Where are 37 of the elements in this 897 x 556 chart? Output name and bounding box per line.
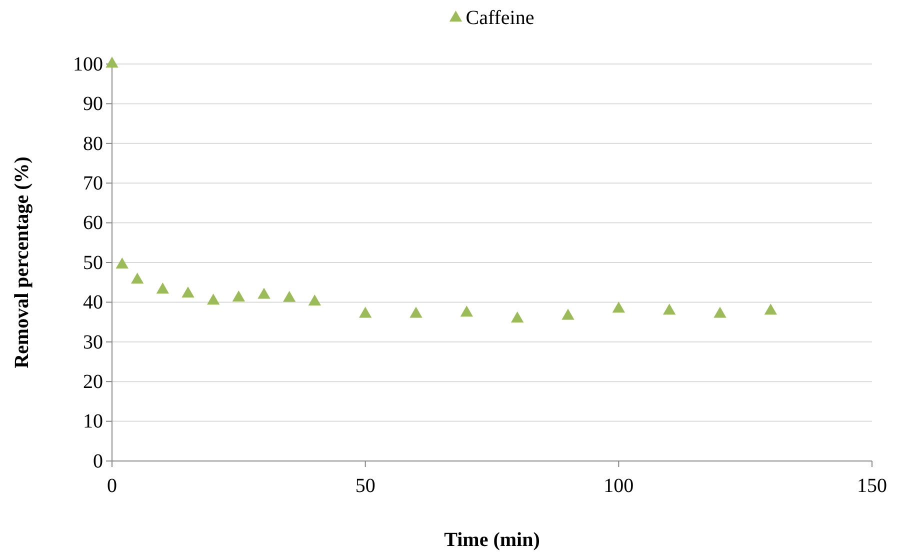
point: [116, 258, 128, 269]
y-tick-label: 30: [83, 331, 103, 354]
x-tick-label: 0: [107, 475, 117, 497]
point: [510, 312, 524, 323]
point: [358, 306, 372, 318]
legend-label: Caffeine: [466, 7, 534, 29]
point: [156, 282, 170, 294]
point: [714, 306, 726, 318]
y-axis-title: Removal percentage (%): [11, 156, 33, 368]
point: [182, 286, 194, 298]
point: [460, 306, 474, 317]
y-tick-label: 50: [83, 252, 103, 274]
y-tick-label: 90: [83, 93, 103, 116]
point: [282, 290, 296, 302]
y-tick-label: 80: [83, 132, 103, 155]
point: [612, 302, 626, 313]
y-tick-label: 40: [83, 292, 103, 314]
y-tick-label: 20: [83, 371, 103, 393]
y-tick-label: 60: [83, 212, 103, 234]
x-tick-label: 150: [857, 475, 887, 497]
point: [106, 56, 118, 68]
point: [410, 306, 422, 318]
point: [258, 288, 270, 299]
x-tick-label: 50: [355, 475, 376, 497]
x-axis-title: Time (min): [444, 529, 540, 551]
point: [662, 304, 676, 315]
y-tick-label: 10: [83, 410, 103, 433]
y-tick-label: 100: [73, 53, 103, 76]
point: [764, 304, 778, 315]
point: [232, 290, 246, 302]
point: [562, 308, 574, 320]
point: [308, 294, 322, 306]
point: [130, 272, 144, 284]
y-tick-label: 0: [93, 450, 103, 472]
point: [206, 294, 220, 305]
x-tick-label: 100: [604, 475, 634, 497]
y-tick-label: 70: [83, 172, 103, 194]
